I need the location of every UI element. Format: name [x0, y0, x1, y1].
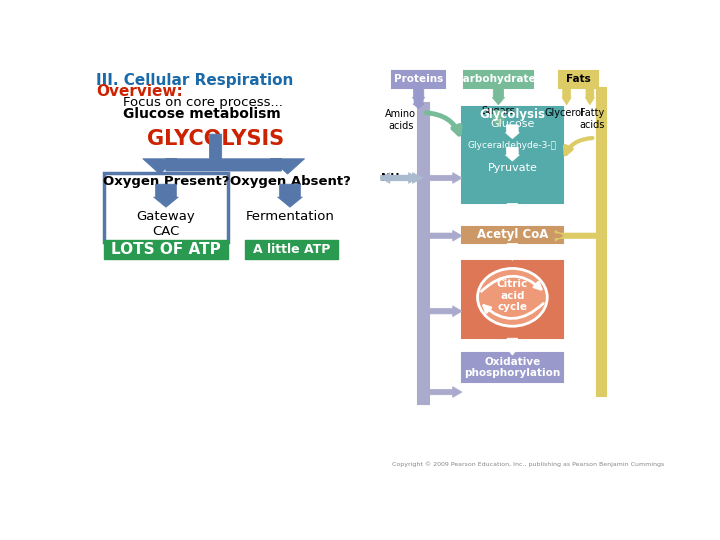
- Text: III. Cellular Respiration: III. Cellular Respiration: [96, 72, 294, 87]
- Text: Glycolysis: Glycolysis: [480, 108, 545, 121]
- Polygon shape: [396, 173, 423, 184]
- Polygon shape: [153, 184, 179, 207]
- Polygon shape: [492, 110, 505, 127]
- Text: Proteins: Proteins: [394, 75, 444, 84]
- Polygon shape: [428, 173, 462, 184]
- Text: NH₃: NH₃: [381, 173, 404, 183]
- Bar: [104, 240, 228, 259]
- Text: Fats: Fats: [566, 75, 590, 84]
- Text: Glucose metabolism: Glucose metabolism: [122, 107, 280, 121]
- Polygon shape: [277, 184, 302, 207]
- Text: Citric
acid
cycle: Citric acid cycle: [497, 279, 528, 313]
- Text: Overview:: Overview:: [96, 84, 183, 99]
- Text: Amino
acids: Amino acids: [385, 110, 416, 131]
- Polygon shape: [413, 98, 424, 109]
- Text: Glycerol: Glycerol: [544, 108, 584, 118]
- Bar: [392, 71, 445, 88]
- Polygon shape: [428, 231, 462, 241]
- Text: Acetyl CoA: Acetyl CoA: [477, 228, 548, 241]
- Bar: [464, 71, 534, 88]
- Polygon shape: [428, 387, 462, 397]
- Text: Copyright © 2009 Pearson Education, Inc., publishing as Pearson Benjamin Cumming: Copyright © 2009 Pearson Education, Inc.…: [392, 461, 665, 467]
- Text: Pyruvate: Pyruvate: [487, 163, 537, 173]
- Text: Glyceraldehyde-3-Ⓟ: Glyceraldehyde-3-Ⓟ: [468, 141, 557, 150]
- Text: Gateway
CAC
ETC: Gateway CAC ETC: [137, 211, 195, 253]
- Text: Sugars: Sugars: [482, 106, 516, 116]
- Text: Focus on core process...: Focus on core process...: [122, 96, 282, 110]
- Polygon shape: [585, 88, 595, 105]
- Bar: [462, 107, 563, 204]
- Ellipse shape: [477, 268, 547, 326]
- Polygon shape: [413, 88, 425, 105]
- Text: LOTS OF ATP: LOTS OF ATP: [111, 242, 221, 257]
- Bar: [597, 88, 606, 396]
- Text: Fatty
acids: Fatty acids: [580, 108, 605, 130]
- Text: Oxygen Absent?: Oxygen Absent?: [230, 175, 351, 188]
- Bar: [559, 71, 598, 88]
- Bar: [104, 173, 228, 242]
- Text: GLYCOLYSIS: GLYCOLYSIS: [147, 130, 284, 150]
- Polygon shape: [381, 173, 418, 184]
- Bar: [245, 240, 338, 259]
- Polygon shape: [562, 88, 571, 105]
- Bar: [462, 261, 563, 338]
- Text: Glucose: Glucose: [490, 119, 534, 130]
- Polygon shape: [505, 125, 519, 139]
- Text: Oxygen Present?: Oxygen Present?: [103, 175, 229, 188]
- Bar: [462, 353, 563, 382]
- Text: Fermentation: Fermentation: [246, 211, 334, 224]
- Polygon shape: [505, 147, 519, 161]
- Polygon shape: [555, 231, 597, 241]
- Polygon shape: [428, 306, 462, 316]
- Polygon shape: [506, 338, 518, 355]
- Polygon shape: [506, 244, 518, 260]
- Polygon shape: [381, 173, 418, 184]
- Polygon shape: [492, 88, 505, 105]
- Bar: [462, 226, 563, 244]
- Text: Carbohydrates: Carbohydrates: [455, 75, 541, 84]
- Text: Oxidative
phosphorylation: Oxidative phosphorylation: [464, 356, 560, 378]
- Bar: [418, 103, 428, 403]
- Text: A little ATP: A little ATP: [253, 243, 330, 256]
- Polygon shape: [143, 134, 305, 174]
- Polygon shape: [506, 204, 518, 220]
